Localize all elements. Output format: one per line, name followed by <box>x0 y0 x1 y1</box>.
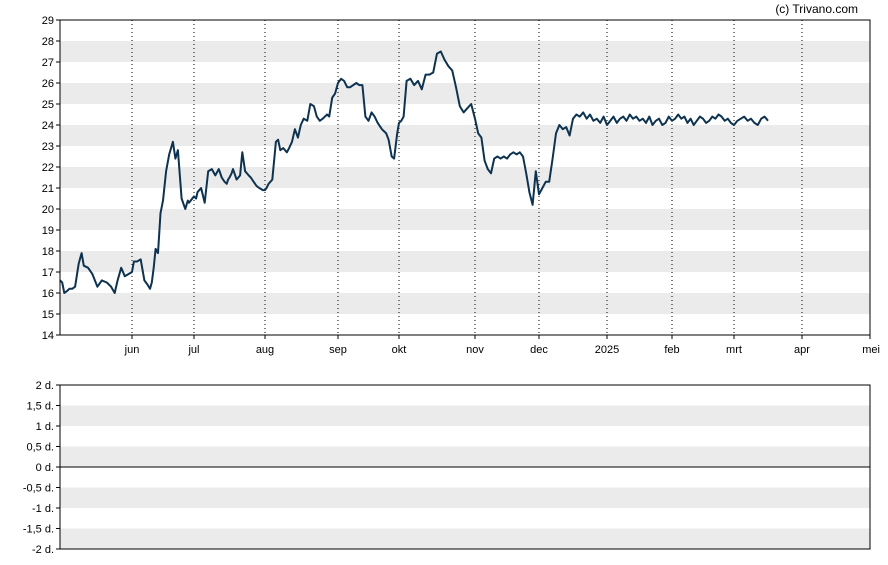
price-band <box>60 251 870 272</box>
dividend-y-tick-label: 2 d. <box>36 380 54 392</box>
y-tick-label: 19 <box>42 225 54 237</box>
y-tick-label: 29 <box>42 15 54 27</box>
price-band <box>60 83 870 104</box>
dividend-band <box>60 446 870 467</box>
y-tick-label: 18 <box>42 246 54 258</box>
month-x-axis-ticks: jun jul aug sep okt nov dec 2025 feb mrt apr mei <box>124 335 880 356</box>
y-tick-label: 20 <box>42 204 54 216</box>
x-tick-label: feb <box>664 344 679 356</box>
price-series-line <box>59 50 769 294</box>
price-chart-panel: 14 15 16 17 18 19 20 21 22 23 24 25 26 27 28 29 jun jul a… <box>42 15 880 356</box>
price-band <box>60 167 870 188</box>
price-chart-frame <box>59 19 871 336</box>
price-band <box>60 125 870 146</box>
x-tick-label: dec <box>530 344 548 356</box>
dividend-y-tick-label: 0,5 d. <box>26 442 54 454</box>
dividend-y-tick-label: 0 d. <box>36 462 54 474</box>
x-tick-label: sep <box>329 344 347 356</box>
dividend-band <box>60 487 870 508</box>
x-tick-label: aug <box>256 344 274 356</box>
x-tick-label: okt <box>392 344 407 356</box>
y-tick-label: 22 <box>42 162 54 174</box>
price-band <box>60 293 870 314</box>
y-tick-label: 23 <box>42 141 54 153</box>
price-chart-month-gridlines <box>131 20 803 335</box>
x-tick-label: mrt <box>726 344 742 356</box>
y-tick-label: 14 <box>42 330 54 342</box>
x-tick-label: jul <box>187 344 199 356</box>
price-y-axis-ticks: 14 15 16 17 18 19 20 21 22 23 24 25 26 27 28 29 <box>42 15 60 342</box>
dividend-y-tick-label: -0,5 d. <box>23 483 54 495</box>
y-tick-label: 27 <box>42 57 54 69</box>
price-band <box>60 209 870 230</box>
y-tick-label: 25 <box>42 99 54 111</box>
dividend-chart-bands <box>60 405 870 549</box>
y-tick-label: 15 <box>42 309 54 321</box>
price-band <box>60 41 870 62</box>
dividend-y-tick-label: -1,5 d. <box>23 524 54 536</box>
x-tick-label: 2025 <box>595 344 619 356</box>
dividend-y-tick-label: 1,5 d. <box>26 401 54 413</box>
y-tick-label: 16 <box>42 288 54 300</box>
y-tick-label: 24 <box>42 120 54 132</box>
dividend-band <box>60 528 870 549</box>
x-tick-label: mei <box>862 344 880 356</box>
x-tick-label: jun <box>124 344 140 356</box>
x-tick-label: nov <box>466 344 484 356</box>
y-tick-label: 17 <box>42 267 54 279</box>
dividend-band <box>60 405 870 426</box>
dividend-y-axis-ticks: 2 d. 1,5 d. 1 d. 0,5 d. 0 d. -0,5 d. -1 d. -1,5… <box>23 380 60 556</box>
dividend-y-tick-label: -2 d. <box>32 544 54 556</box>
dividend-y-tick-label: -1 d. <box>32 503 54 515</box>
y-tick-label: 26 <box>42 78 54 90</box>
credit-label: (c) Trivano.com <box>775 2 858 16</box>
y-tick-label: 21 <box>42 183 54 195</box>
price-chart-bands <box>60 41 870 314</box>
dividend-y-tick-label: 1 d. <box>36 421 54 433</box>
y-tick-label: 28 <box>42 36 54 48</box>
dividend-chart-panel: 2 d. 1,5 d. 1 d. 0,5 d. 0 d. -0,5 d. -1 d. -1,5… <box>23 380 871 556</box>
x-tick-label: apr <box>794 344 810 356</box>
